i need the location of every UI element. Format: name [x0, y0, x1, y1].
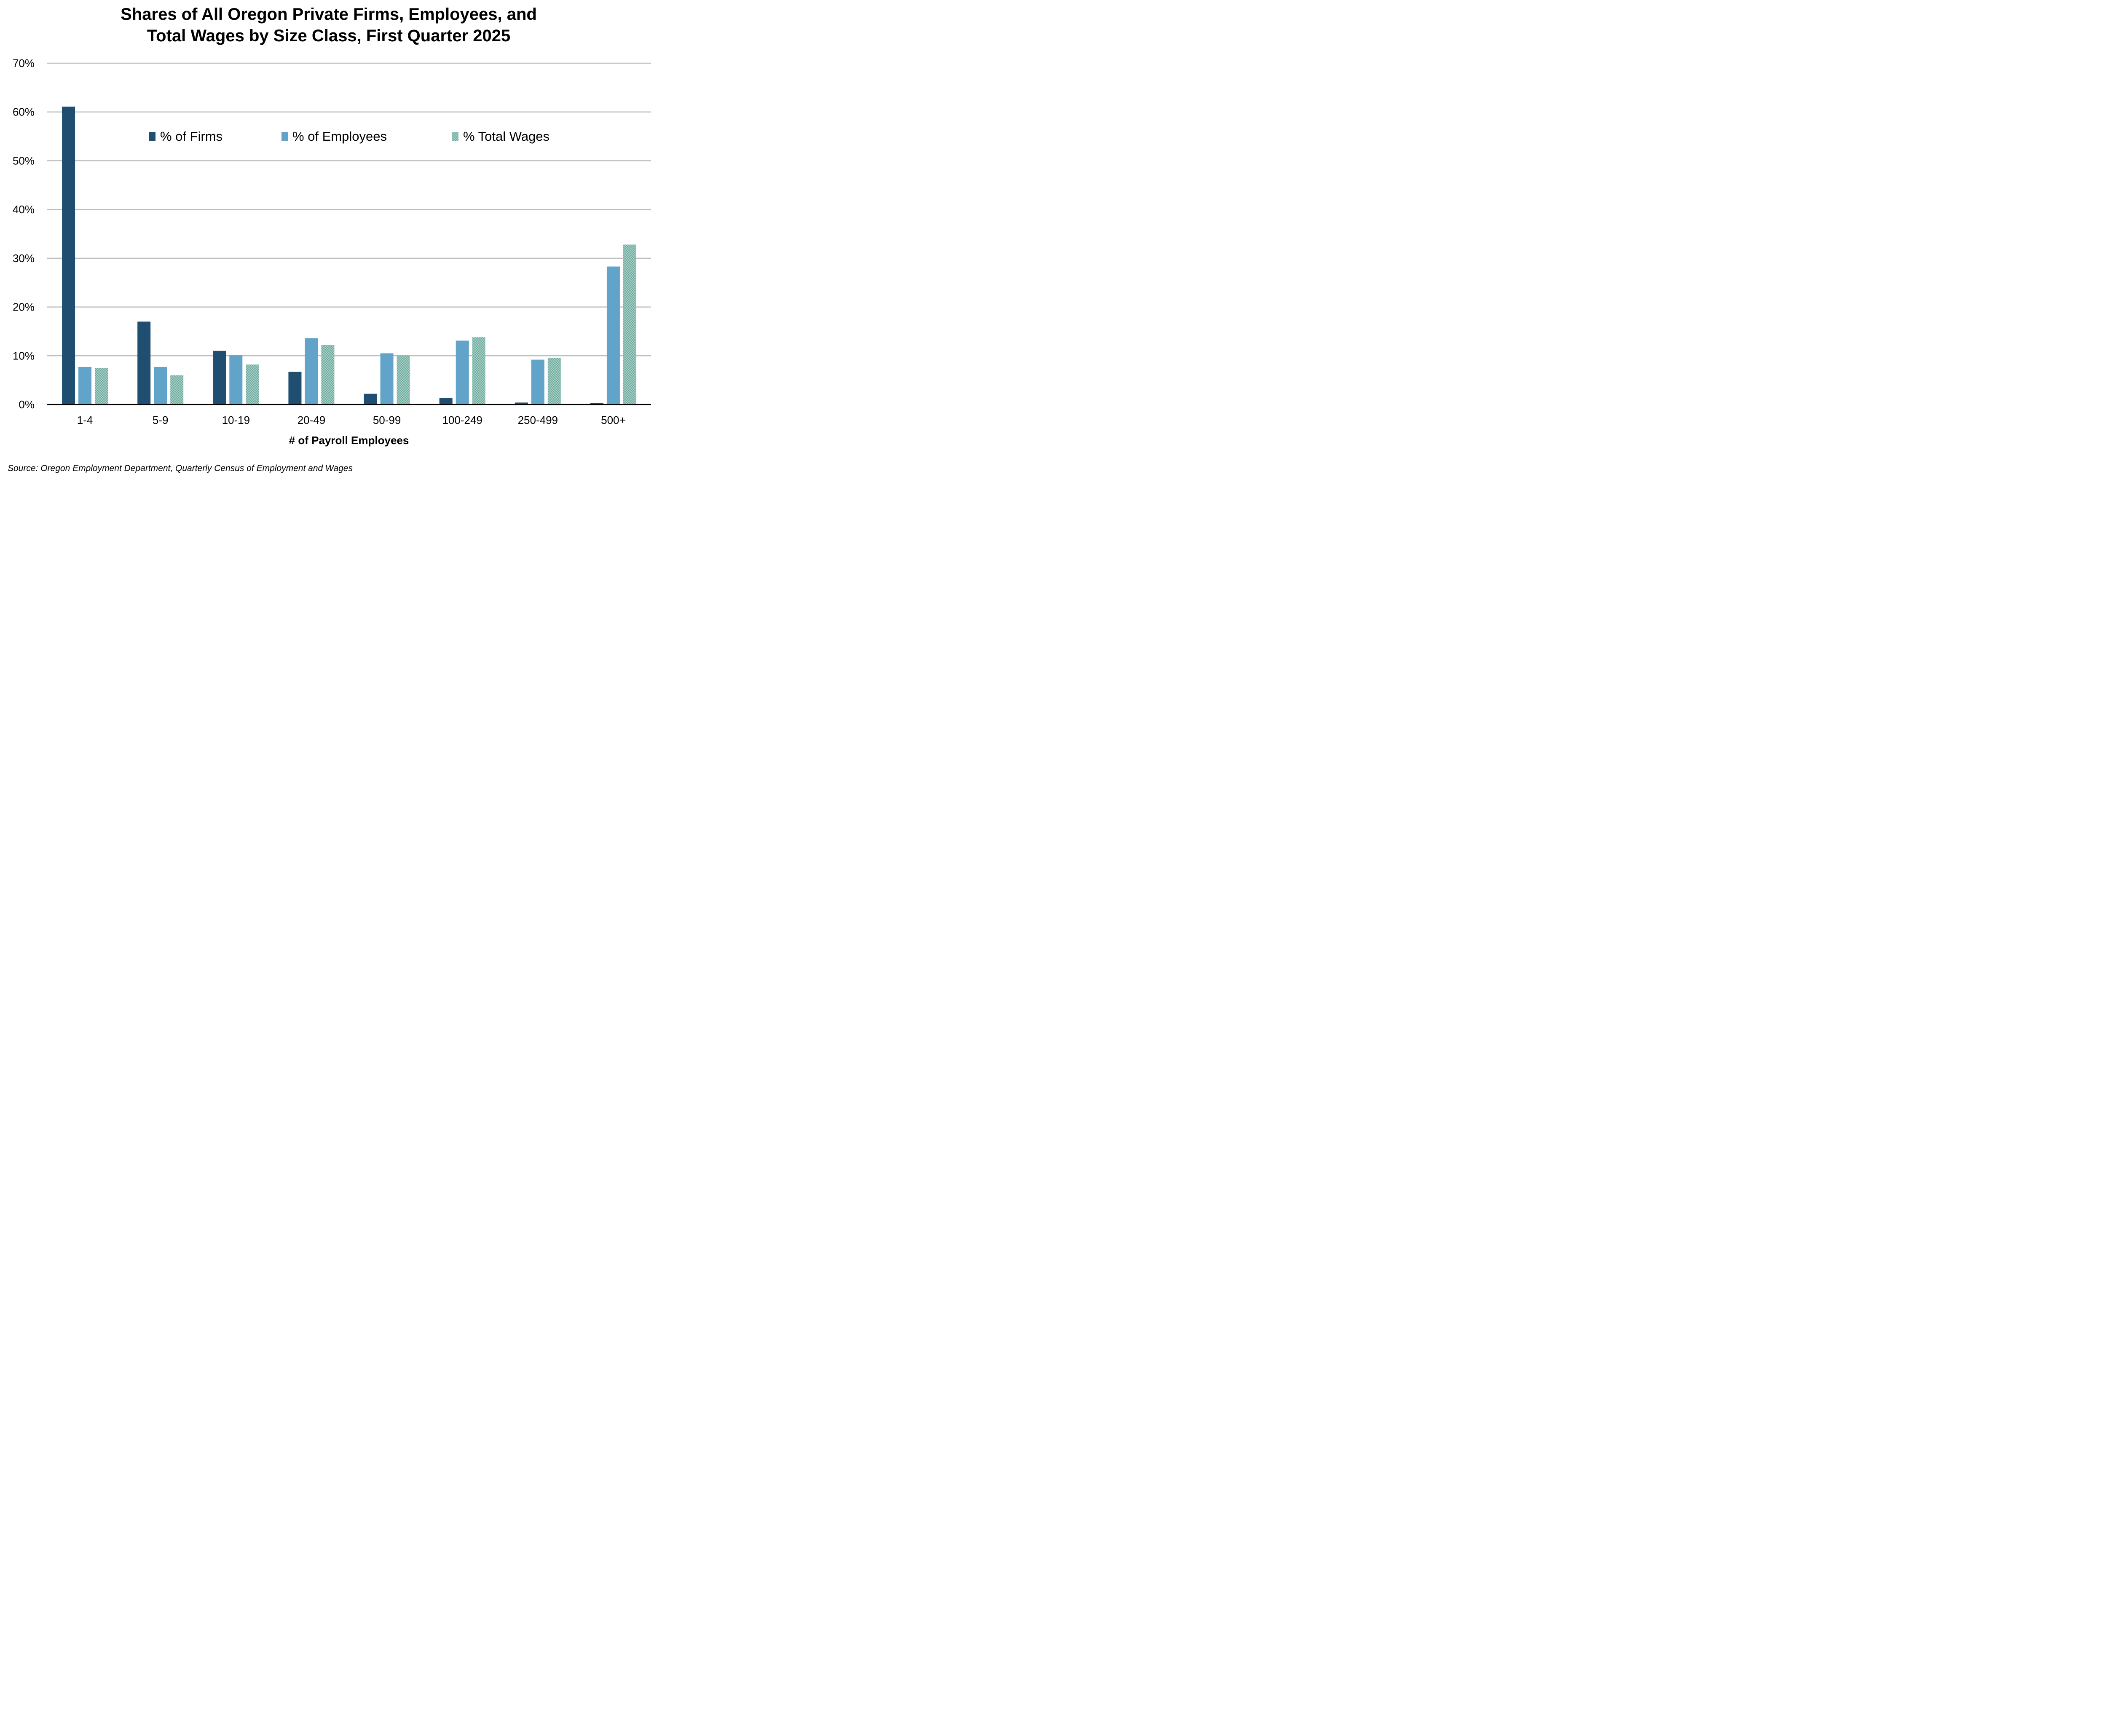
chart-title-line-1: Shares of All Oregon Private Firms, Empl…: [121, 5, 537, 24]
y-tick-label: 0%: [19, 398, 35, 411]
bar-100-249-series-1: [456, 340, 469, 405]
y-tick-label: 10%: [13, 349, 35, 362]
bar-50-99-series-2: [397, 355, 410, 405]
bar-1-4-series-2: [95, 368, 108, 405]
y-tick-label: 50%: [13, 154, 35, 167]
bar-50-99-series-1: [380, 353, 394, 405]
x-axis-label: # of Payroll Employees: [289, 434, 409, 447]
bar-1-4-series-0: [62, 106, 75, 405]
bar-10-19-series-2: [246, 364, 259, 405]
y-tick-label: 70%: [13, 57, 35, 70]
bar-20-49-series-1: [305, 338, 318, 405]
bar-20-49-series-2: [321, 345, 335, 405]
bar-5-9-series-1: [154, 367, 167, 405]
bar-100-249-series-0: [439, 398, 453, 405]
y-tick-label: 60%: [13, 106, 35, 118]
bar-500+-series-0: [590, 403, 603, 405]
x-tick-label: 100-249: [442, 414, 482, 426]
bar-10-19-series-1: [229, 355, 243, 405]
legend-label-1: % of Employees: [292, 129, 387, 144]
x-tick-label: 500+: [601, 414, 626, 426]
legend-swatch-1: [281, 132, 288, 141]
bar-chart: Shares of All Oregon Private Firms, Empl…: [8, 5, 651, 473]
bar-500+-series-2: [623, 244, 636, 405]
bar-10-19-series-0: [213, 351, 226, 405]
y-tick-label: 40%: [13, 203, 35, 216]
bar-5-9-series-2: [170, 375, 184, 405]
x-tick-label: 5-9: [153, 414, 169, 426]
bar-5-9-series-0: [137, 321, 151, 405]
x-tick-label: 20-49: [298, 414, 326, 426]
bar-1-4-series-1: [78, 367, 92, 405]
bar-100-249-series-2: [472, 337, 485, 405]
bar-50-99-series-0: [364, 394, 377, 405]
legend-swatch-0: [149, 132, 155, 141]
x-tick-label: 250-499: [518, 414, 558, 426]
x-tick-label: 10-19: [222, 414, 250, 426]
y-tick-label: 20%: [13, 301, 35, 313]
x-tick-label: 1-4: [77, 414, 93, 426]
bar-250-499-series-1: [531, 359, 544, 405]
bar-250-499-series-0: [515, 402, 528, 405]
legend-label-0: % of Firms: [160, 129, 222, 144]
bar-500+-series-1: [606, 266, 620, 405]
legend-label-2: % Total Wages: [463, 129, 550, 144]
x-tick-label: 50-99: [373, 414, 401, 426]
bar-20-49-series-0: [288, 372, 302, 405]
y-tick-label: 30%: [13, 252, 35, 265]
source-note: Source: Oregon Employment Department, Qu…: [8, 463, 353, 473]
chart-title-line-2: Total Wages by Size Class, First Quarter…: [147, 27, 511, 45]
bar-250-499-series-2: [547, 357, 561, 405]
legend-swatch-2: [452, 132, 458, 141]
